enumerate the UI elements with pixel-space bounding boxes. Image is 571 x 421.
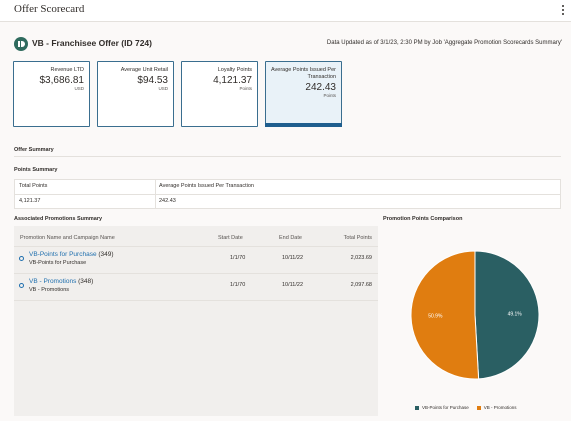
legend-swatch [415,405,419,410]
data-updated-text: Data Updated as of 3/1/23, 2:30 PM by Jo… [326,40,562,46]
column-header-start-date[interactable]: Start Date [218,235,243,241]
card-value: $94.53 [137,75,168,86]
offer-icon [14,37,28,51]
card-label: Loyalty Points [217,67,252,73]
card-unit: USD [74,86,84,91]
pie-chart: 49.1% 50.9% [410,250,540,380]
end-date: 10/11/22 [282,282,304,288]
associated-promotions-heading: Associated Promotions Summary [14,216,103,222]
card-value: $3,686.81 [39,75,85,86]
total-points: 2,097.68 [350,282,372,288]
points-summary-table: Total Points Average Points Issued Per T… [14,179,561,209]
promotions-table: Promotion Name and Campaign Name Start D… [14,226,378,416]
column-header-average-points: Average Points Issued Per Transaction [159,183,254,189]
pie-slice-1[interactable] [410,250,480,380]
pie-slice-label: 50.9% [428,314,443,320]
promotion-link[interactable]: VB - Promotions [29,278,77,285]
legend-swatch [476,405,481,410]
start-date: 1/1/70 [230,282,246,288]
chart-legend: VB-Points for Purchase VB - Promotions [415,405,525,410]
offer-title: VB - Franchisee Offer (ID 724) [32,38,152,48]
offer-summary-heading: Offer Summary [14,147,54,153]
card-unit: Points [323,93,336,98]
card-label: Average Points Issued Per Transaction [270,67,336,80]
column-header-total-points: Total Points [19,183,48,189]
divider [14,156,561,157]
legend-item[interactable]: VB-Points for Purchase [415,405,469,410]
status-circle-icon [19,283,24,288]
pie-slice-label: 49.1% [508,311,523,317]
average-unit-retail-card[interactable]: Average Unit Retail $94.53 USD [97,61,174,127]
card-label: Revenue LTD [50,67,84,73]
legend-label: VB-Points for Purchase [422,405,469,410]
campaign-name: VB-Points for Purchase [29,260,87,266]
start-date: 1/1/70 [230,255,246,261]
promotion-id: (349) [98,251,114,258]
selected-indicator [265,123,342,127]
legend-item[interactable]: VB - Promotions [476,405,517,410]
chart-title: Promotion Points Comparison [383,216,463,222]
card-unit: USD [158,86,168,91]
card-unit: Points [239,86,252,91]
card-label: Average Unit Retail [120,67,168,73]
average-points-value: 242.43 [159,198,176,204]
average-points-card[interactable]: Average Points Issued Per Transaction 242… [265,61,342,127]
promotion-link[interactable]: VB-Points for Purchase [29,251,97,258]
page-title: Offer Scorecard [14,3,85,15]
pie-slice-0[interactable] [474,250,540,380]
campaign-name: VB - Promotions [29,287,70,293]
end-date: 10/11/22 [282,255,304,261]
column-header-promotion-name[interactable]: Promotion Name and Campaign Name [20,235,115,241]
promotion-id: (348) [78,278,94,285]
card-value: 4,121.37 [213,75,252,86]
points-summary-heading: Points Summary [14,167,58,173]
column-header-end-date[interactable]: End Date [279,235,302,241]
table-row: VB-Points for Purchase (349) VB-Points fo… [14,246,378,274]
loyalty-points-card[interactable]: Loyalty Points 4,121.37 Points [181,61,258,127]
total-points: 2,023.69 [350,255,372,261]
legend-label: VB - Promotions [483,405,517,410]
kebab-icon[interactable] [559,3,567,17]
column-header-total-points[interactable]: Total Points [343,235,372,241]
table-row: VB - Promotions (348) VB - Promotions 1/1/… [14,273,378,301]
status-circle-icon [19,256,24,261]
top-bar: Offer Scorecard [0,0,571,22]
revenue-ltd-card[interactable]: Revenue LTD $3,686.81 USD [13,61,90,127]
total-points-value: 4,121.37 [19,198,41,204]
card-value: 242.43 [305,82,336,93]
